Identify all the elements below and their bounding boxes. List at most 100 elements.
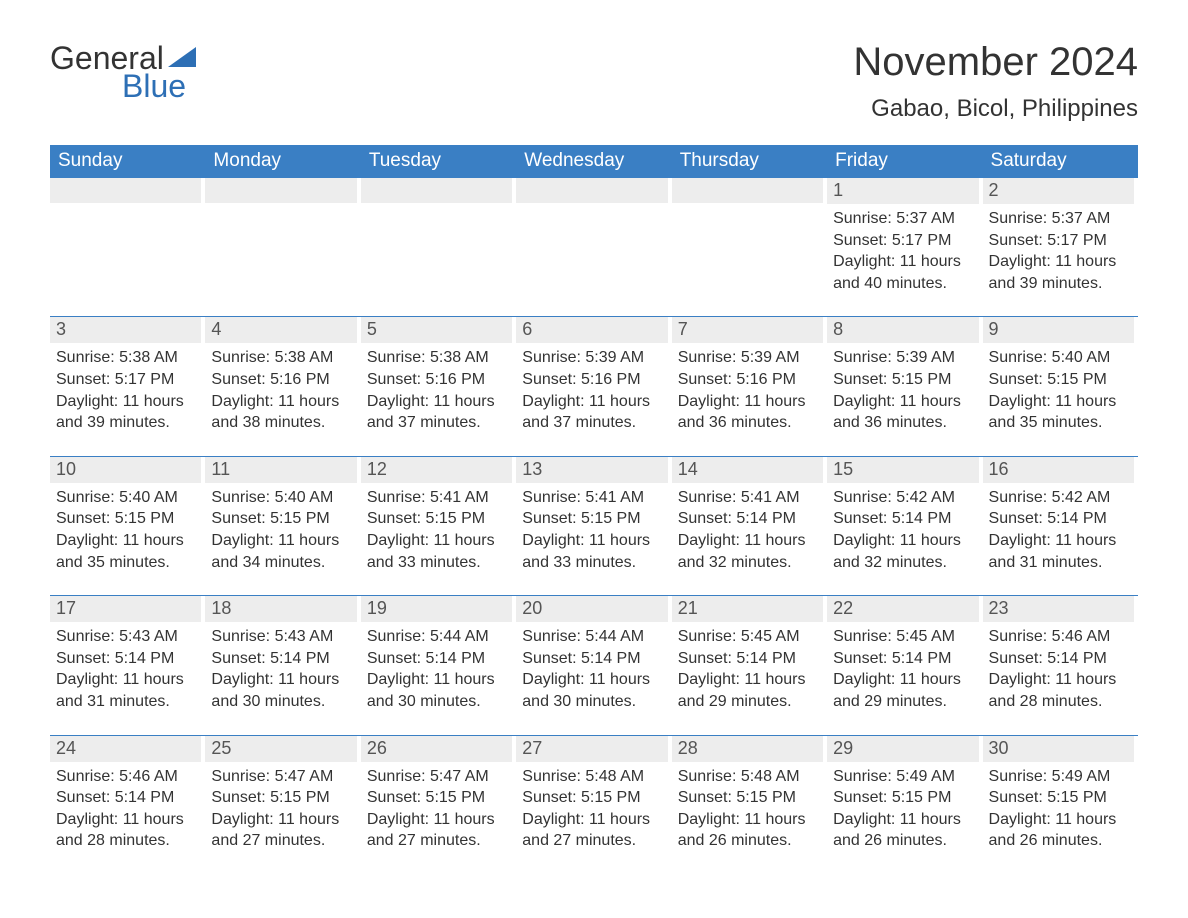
day-number: 10 <box>50 457 201 483</box>
day-detail-line: Sunset: 5:15 PM <box>989 787 1128 809</box>
day-detail-line: and 28 minutes. <box>989 691 1128 713</box>
calendar-day: 14Sunrise: 5:41 AMSunset: 5:14 PMDayligh… <box>672 457 827 573</box>
day-detail-line: Sunrise: 5:43 AM <box>211 626 350 648</box>
day-detail-line: and 35 minutes. <box>989 412 1128 434</box>
day-detail-line: Sunrise: 5:45 AM <box>833 626 972 648</box>
day-details: Sunrise: 5:40 AMSunset: 5:15 PMDaylight:… <box>983 343 1134 433</box>
day-number: 5 <box>361 317 512 343</box>
day-detail-line: Sunset: 5:14 PM <box>678 508 817 530</box>
calendar-day: 20Sunrise: 5:44 AMSunset: 5:14 PMDayligh… <box>516 596 671 712</box>
day-detail-line: Daylight: 11 hours <box>678 809 817 831</box>
day-details: Sunrise: 5:43 AMSunset: 5:14 PMDaylight:… <box>50 622 201 712</box>
day-detail-line: and 38 minutes. <box>211 412 350 434</box>
calendar-day: 12Sunrise: 5:41 AMSunset: 5:15 PMDayligh… <box>361 457 516 573</box>
calendar-day: 5Sunrise: 5:38 AMSunset: 5:16 PMDaylight… <box>361 317 516 433</box>
day-detail-line: Sunset: 5:15 PM <box>211 508 350 530</box>
day-detail-line: Daylight: 11 hours <box>522 391 661 413</box>
calendar-day: 11Sunrise: 5:40 AMSunset: 5:15 PMDayligh… <box>205 457 360 573</box>
day-detail-line: Sunset: 5:16 PM <box>678 369 817 391</box>
day-detail-line: Sunrise: 5:43 AM <box>56 626 195 648</box>
day-detail-line: Sunrise: 5:38 AM <box>211 347 350 369</box>
day-detail-line: and 27 minutes. <box>367 830 506 852</box>
day-detail-line: Daylight: 11 hours <box>989 530 1128 552</box>
day-detail-line: and 32 minutes. <box>678 552 817 574</box>
day-details: Sunrise: 5:44 AMSunset: 5:14 PMDaylight:… <box>516 622 667 712</box>
day-details: Sunrise: 5:40 AMSunset: 5:15 PMDaylight:… <box>205 483 356 573</box>
day-number: 6 <box>516 317 667 343</box>
day-detail-line: and 27 minutes. <box>211 830 350 852</box>
day-detail-line: Daylight: 11 hours <box>833 530 972 552</box>
calendar-day: 17Sunrise: 5:43 AMSunset: 5:14 PMDayligh… <box>50 596 205 712</box>
day-detail-line: Daylight: 11 hours <box>56 530 195 552</box>
day-details: Sunrise: 5:43 AMSunset: 5:14 PMDaylight:… <box>205 622 356 712</box>
day-detail-line: Sunrise: 5:42 AM <box>833 487 972 509</box>
day-number: 2 <box>983 178 1134 204</box>
day-detail-line: Daylight: 11 hours <box>211 530 350 552</box>
day-detail-line: Sunset: 5:16 PM <box>522 369 661 391</box>
day-number <box>672 178 823 203</box>
day-details: Sunrise: 5:40 AMSunset: 5:15 PMDaylight:… <box>50 483 201 573</box>
weekday-header: Sunday <box>50 145 205 178</box>
day-details: Sunrise: 5:42 AMSunset: 5:14 PMDaylight:… <box>827 483 978 573</box>
day-detail-line: Sunrise: 5:42 AM <box>989 487 1128 509</box>
calendar-day: 4Sunrise: 5:38 AMSunset: 5:16 PMDaylight… <box>205 317 360 433</box>
day-number: 7 <box>672 317 823 343</box>
day-detail-line: Sunrise: 5:38 AM <box>367 347 506 369</box>
day-details: Sunrise: 5:47 AMSunset: 5:15 PMDaylight:… <box>205 762 356 852</box>
day-detail-line: Sunrise: 5:41 AM <box>522 487 661 509</box>
day-details: Sunrise: 5:39 AMSunset: 5:15 PMDaylight:… <box>827 343 978 433</box>
day-detail-line: Daylight: 11 hours <box>989 391 1128 413</box>
day-details: Sunrise: 5:46 AMSunset: 5:14 PMDaylight:… <box>983 622 1134 712</box>
day-detail-line: and 37 minutes. <box>367 412 506 434</box>
calendar-week: 24Sunrise: 5:46 AMSunset: 5:14 PMDayligh… <box>50 735 1138 852</box>
day-number: 25 <box>205 736 356 762</box>
day-detail-line: Sunrise: 5:47 AM <box>211 766 350 788</box>
calendar-day: 18Sunrise: 5:43 AMSunset: 5:14 PMDayligh… <box>205 596 360 712</box>
day-detail-line: and 30 minutes. <box>367 691 506 713</box>
logo: General Blue <box>50 40 196 102</box>
day-detail-line: Sunset: 5:16 PM <box>211 369 350 391</box>
day-number <box>516 178 667 203</box>
day-details: Sunrise: 5:41 AMSunset: 5:15 PMDaylight:… <box>516 483 667 573</box>
calendar-page: General Blue November 2024 Gabao, Bicol,… <box>0 0 1188 892</box>
day-detail-line: Sunset: 5:15 PM <box>833 369 972 391</box>
location-text: Gabao, Bicol, Philippines <box>853 95 1138 123</box>
weekday-header: Thursday <box>672 145 827 178</box>
day-number: 16 <box>983 457 1134 483</box>
day-details: Sunrise: 5:45 AMSunset: 5:14 PMDaylight:… <box>672 622 823 712</box>
day-detail-line: Sunset: 5:14 PM <box>211 648 350 670</box>
day-number: 13 <box>516 457 667 483</box>
day-detail-line: Sunset: 5:15 PM <box>522 787 661 809</box>
weekday-header: Wednesday <box>516 145 671 178</box>
day-detail-line: Sunset: 5:14 PM <box>989 648 1128 670</box>
day-detail-line: Sunset: 5:14 PM <box>833 508 972 530</box>
day-detail-line: Daylight: 11 hours <box>833 809 972 831</box>
logo-text-blue: Blue <box>122 70 196 102</box>
day-detail-line: Sunset: 5:14 PM <box>989 508 1128 530</box>
calendar-grid: SundayMondayTuesdayWednesdayThursdayFrid… <box>50 145 1138 852</box>
weekday-header: Monday <box>205 145 360 178</box>
day-details: Sunrise: 5:37 AMSunset: 5:17 PMDaylight:… <box>983 204 1134 294</box>
day-details: Sunrise: 5:38 AMSunset: 5:17 PMDaylight:… <box>50 343 201 433</box>
day-detail-line: Daylight: 11 hours <box>522 809 661 831</box>
day-detail-line: Daylight: 11 hours <box>211 809 350 831</box>
day-detail-line: Sunrise: 5:38 AM <box>56 347 195 369</box>
day-detail-line: Sunset: 5:15 PM <box>833 787 972 809</box>
day-detail-line: Sunset: 5:15 PM <box>989 369 1128 391</box>
day-detail-line: Daylight: 11 hours <box>678 530 817 552</box>
day-detail-line: and 31 minutes. <box>989 552 1128 574</box>
weekday-header: Friday <box>827 145 982 178</box>
day-detail-line: Daylight: 11 hours <box>833 669 972 691</box>
day-detail-line: Sunrise: 5:45 AM <box>678 626 817 648</box>
day-number: 17 <box>50 596 201 622</box>
day-number: 22 <box>827 596 978 622</box>
calendar-day: 21Sunrise: 5:45 AMSunset: 5:14 PMDayligh… <box>672 596 827 712</box>
day-detail-line: Sunset: 5:15 PM <box>522 508 661 530</box>
day-detail-line: Sunrise: 5:48 AM <box>522 766 661 788</box>
day-number: 12 <box>361 457 512 483</box>
day-detail-line: Daylight: 11 hours <box>367 809 506 831</box>
day-detail-line: Sunrise: 5:46 AM <box>989 626 1128 648</box>
calendar-week: 10Sunrise: 5:40 AMSunset: 5:15 PMDayligh… <box>50 456 1138 573</box>
day-number: 8 <box>827 317 978 343</box>
day-detail-line: Sunrise: 5:40 AM <box>211 487 350 509</box>
